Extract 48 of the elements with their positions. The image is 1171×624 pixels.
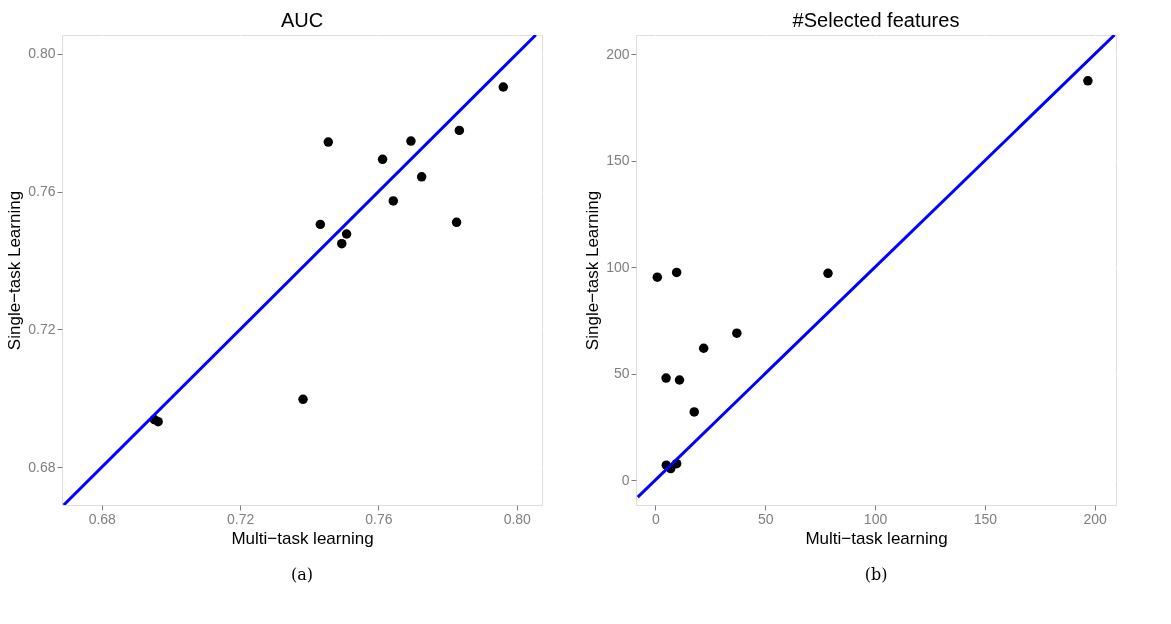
point [153, 416, 163, 427]
point [341, 229, 352, 239]
point [671, 267, 682, 278]
chart-title: #Selected features [792, 9, 960, 31]
point [377, 154, 388, 165]
text: (b) [864, 565, 888, 584]
x-axis-title: Multi−task learning [231, 528, 374, 548]
y-tick-label: 100 [606, 258, 630, 275]
point [416, 172, 427, 182]
x-tick-label: 0.80 [503, 510, 532, 527]
point [451, 217, 462, 228]
point [454, 125, 465, 136]
x-tick-label: 0 [651, 510, 660, 527]
point [823, 268, 833, 279]
y-tick-label: 0.80 [28, 45, 56, 62]
y-tick-label: 0.76 [28, 183, 56, 200]
point [652, 272, 663, 282]
x-tick-label: 100 [863, 510, 888, 527]
point [323, 137, 334, 147]
y-tick-label: 0.72 [28, 320, 56, 337]
x-tick-label: 0.72 [226, 510, 255, 527]
x-axis-title: Multi−task learning [805, 528, 948, 548]
y-tick-label: 150 [606, 152, 630, 169]
text: (a) [290, 565, 314, 584]
y-tick-label: 200 [606, 45, 630, 62]
point [698, 343, 709, 353]
point [674, 375, 685, 385]
y-tick-label: 50 [613, 365, 630, 382]
point [732, 328, 742, 338]
point [298, 394, 308, 405]
point [498, 82, 509, 92]
y-axis-title: Single−task Learning [583, 190, 603, 351]
y-tick-label: 0 [621, 471, 630, 488]
point [388, 196, 399, 206]
point [1083, 76, 1093, 86]
point [689, 407, 699, 417]
y-tick-label: 0.68 [28, 458, 56, 475]
point [406, 136, 416, 146]
point [661, 373, 671, 383]
x-tick-label: 50 [757, 510, 774, 527]
x-tick-label: 200 [1083, 510, 1108, 527]
x-tick-label: 0.68 [88, 510, 117, 527]
chart-title: AUC [280, 9, 324, 31]
point [315, 219, 326, 230]
x-tick-label: 0.76 [365, 510, 393, 527]
x-tick-label: 150 [973, 510, 998, 527]
y-axis-title: Single−task Learning [5, 190, 25, 351]
point [337, 238, 347, 249]
